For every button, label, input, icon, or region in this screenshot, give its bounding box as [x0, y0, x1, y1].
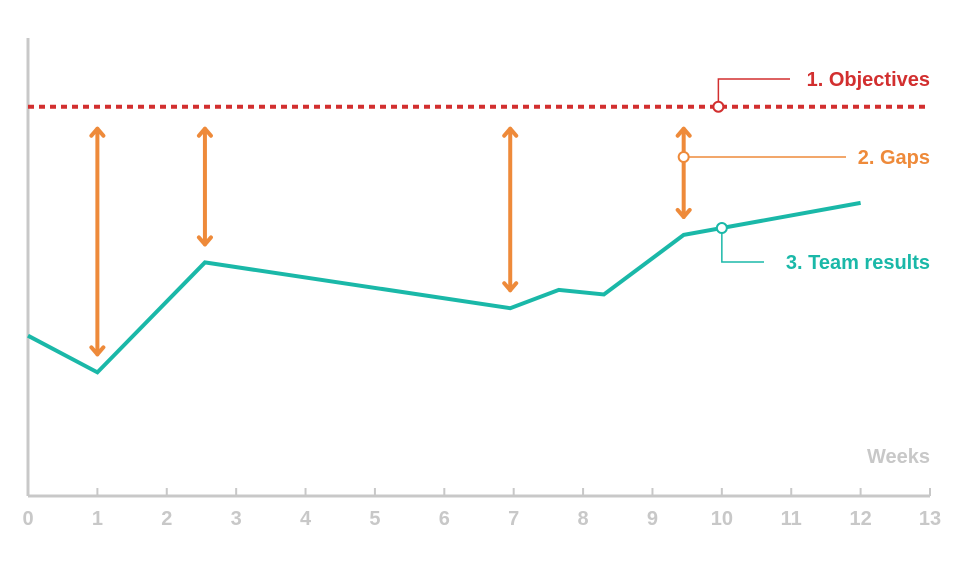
gap-arrow-head-bottom — [502, 281, 519, 293]
x-axis-title: Weeks — [867, 446, 930, 468]
x-tick-label: 10 — [711, 508, 733, 530]
x-tick-label: 3 — [231, 508, 242, 530]
gap-arrow-head-top — [675, 126, 692, 138]
x-tick-label: 7 — [508, 508, 519, 530]
x-tick-label: 6 — [439, 508, 450, 530]
x-tick-label: 9 — [647, 508, 658, 530]
team-results-leader — [721, 228, 764, 263]
gap-arrow — [89, 126, 106, 357]
objectives-leader — [717, 78, 790, 107]
gap-arrow-head-bottom — [196, 235, 213, 247]
gap-arrow-head-top — [196, 126, 213, 138]
gap-arrow-head-bottom — [675, 207, 692, 219]
objectives-label: 1. Objectives — [807, 69, 930, 91]
x-tick-label: 8 — [578, 508, 589, 530]
team-results-label: 3. Team results — [786, 252, 930, 274]
x-tick-label: 2 — [161, 508, 172, 530]
gap-arrow-head-top — [502, 126, 519, 138]
gap-arrow — [502, 126, 519, 293]
gaps-layer — [89, 126, 692, 357]
gap-arrow-head-top — [89, 126, 106, 138]
x-tick-label: 11 — [781, 508, 802, 530]
gap-arrow — [675, 126, 692, 219]
gaps-marker — [677, 151, 690, 163]
team-results-marker — [715, 222, 728, 235]
x-tick-label: 13 — [919, 508, 941, 530]
x-tick-label: 12 — [849, 508, 871, 530]
x-tick-label: 1 — [92, 508, 103, 530]
x-tick-label: 5 — [369, 508, 380, 530]
team-results-line — [27, 200, 861, 375]
gap-arrow — [196, 126, 213, 247]
x-tick-label: 4 — [300, 508, 312, 530]
gap-arrow-head-bottom — [89, 345, 106, 357]
objectives-marker — [712, 100, 725, 113]
series-layer — [27, 200, 861, 375]
callouts-layer: 1. Objectives 2. Gaps 3. Team results — [677, 69, 930, 274]
x-tick-label: 0 — [22, 508, 33, 530]
gaps-label: 2. Gaps — [858, 147, 930, 169]
